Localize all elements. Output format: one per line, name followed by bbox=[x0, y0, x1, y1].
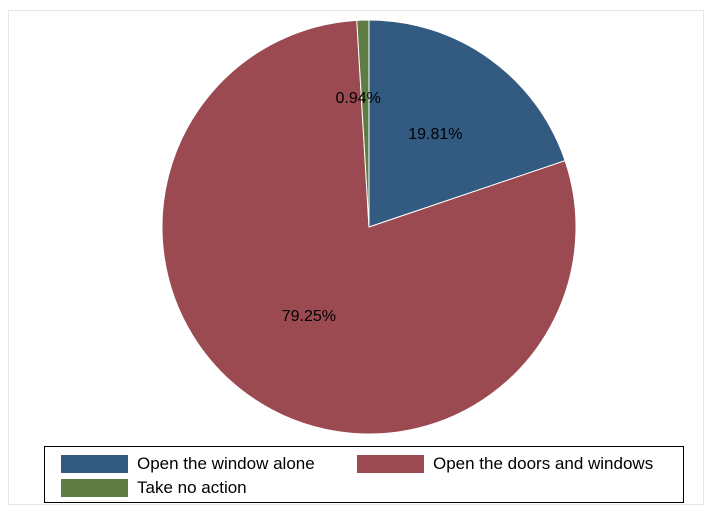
pie-label-take-no-action: 0.94% bbox=[336, 90, 381, 107]
legend-item-take-no-action: Take no action bbox=[61, 478, 247, 498]
legend-item-open-window-alone: Open the window alone bbox=[61, 454, 315, 474]
legend-label-open-window-alone: Open the window alone bbox=[137, 454, 315, 473]
pie-slices bbox=[161, 19, 577, 435]
legend-item-open-doors-windows: Open the doors and windows bbox=[357, 454, 653, 474]
legend: Open the window alone Open the doors and… bbox=[44, 446, 684, 503]
legend-swatch-open-doors-windows bbox=[357, 455, 424, 473]
pie-label-open-doors-windows: 79.25% bbox=[282, 308, 336, 325]
pie-slice-open-window-alone bbox=[368, 19, 566, 228]
pie-value-labels: 19.81% 79.25% 0.94% bbox=[282, 90, 463, 325]
pie-slice-take-no-action bbox=[356, 19, 370, 228]
pie-label-open-window-alone: 19.81% bbox=[408, 126, 462, 143]
legend-label-open-doors-windows: Open the doors and windows bbox=[433, 454, 654, 473]
pie-chart: 19.81% 79.25% 0.94% bbox=[161, 19, 577, 435]
legend-label-take-no-action: Take no action bbox=[137, 478, 247, 497]
pie-slice-open-doors-windows bbox=[161, 19, 577, 435]
legend-swatch-open-window-alone bbox=[61, 455, 128, 473]
plot-frame bbox=[8, 10, 704, 505]
legend-swatch-take-no-action bbox=[61, 479, 128, 497]
